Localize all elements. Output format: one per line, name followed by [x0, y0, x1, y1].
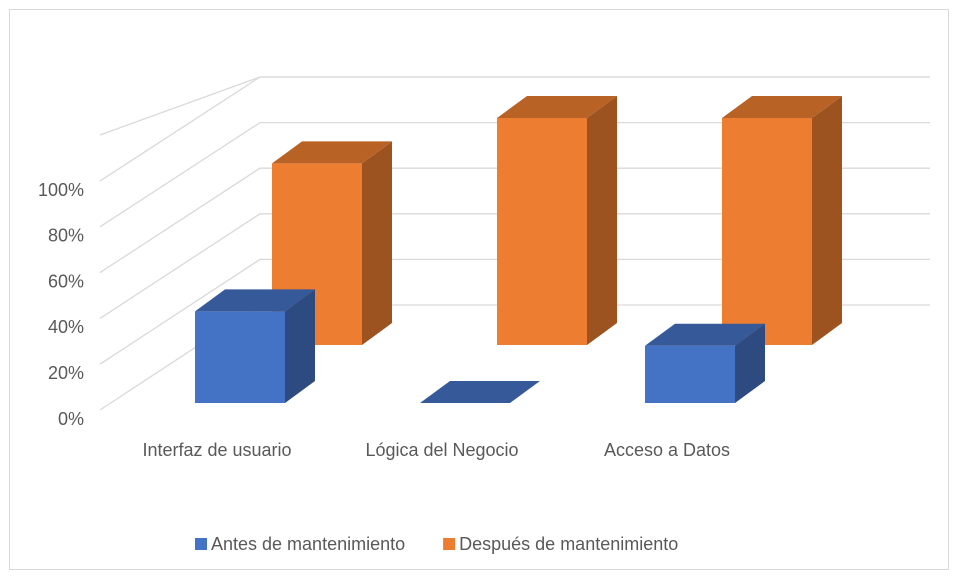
bar — [420, 381, 540, 403]
bar — [195, 289, 315, 403]
legend-label: Después de mantenimiento — [459, 534, 678, 554]
bar — [497, 96, 617, 345]
y-tick-label: 100% — [38, 180, 84, 200]
grid-line — [99, 121, 930, 228]
y-tick-label: 60% — [48, 271, 84, 291]
bar-side — [812, 96, 842, 345]
x-tick-label: Lógica del Negocio — [365, 440, 518, 460]
bar — [272, 141, 392, 345]
x-tick-label: Acceso a Datos — [604, 440, 730, 460]
bar-top — [722, 96, 842, 118]
y-tick-label: 20% — [48, 363, 84, 383]
grid-line — [99, 167, 930, 274]
bar — [645, 323, 765, 403]
bar-front — [645, 345, 735, 403]
grid-line — [99, 258, 930, 365]
y-tick-label: 0% — [58, 409, 84, 429]
grid-line — [99, 213, 930, 319]
bar-front — [722, 118, 812, 345]
x-tick-label: Interfaz de usuario — [142, 440, 291, 460]
bar-top — [272, 141, 392, 164]
bar-top — [420, 381, 540, 403]
bar-front — [195, 311, 285, 403]
bar-side — [587, 96, 617, 345]
bar-top — [497, 96, 617, 118]
legend-swatch — [195, 538, 207, 550]
bar-side — [735, 323, 765, 403]
wall-edge — [99, 76, 930, 136]
bar-front — [497, 118, 587, 345]
y-tick-label: 40% — [48, 317, 84, 337]
bar-side — [285, 289, 315, 403]
bar-top — [645, 323, 765, 346]
bar-side — [362, 141, 392, 345]
y-tick-label: 80% — [48, 226, 84, 246]
bar — [722, 96, 842, 345]
legend-swatch — [443, 538, 456, 550]
legend-label: Antes de mantenimiento — [211, 534, 405, 554]
bar-top — [195, 289, 315, 312]
